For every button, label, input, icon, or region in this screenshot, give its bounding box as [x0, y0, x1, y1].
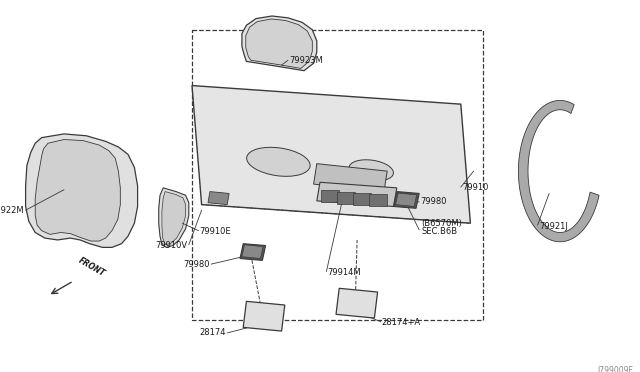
Polygon shape	[394, 192, 419, 208]
Polygon shape	[369, 194, 387, 206]
Text: 79921J: 79921J	[540, 222, 568, 231]
Text: 79980: 79980	[420, 198, 447, 206]
Polygon shape	[159, 188, 189, 247]
Polygon shape	[243, 301, 285, 331]
Text: 79914M: 79914M	[328, 268, 362, 277]
Polygon shape	[353, 193, 371, 205]
Text: FRONT: FRONT	[77, 256, 107, 278]
Ellipse shape	[349, 160, 394, 181]
Text: SEC.B6B: SEC.B6B	[421, 227, 457, 236]
Polygon shape	[518, 100, 599, 242]
Text: 28174: 28174	[200, 328, 226, 337]
Polygon shape	[192, 86, 470, 223]
Polygon shape	[336, 288, 378, 318]
Polygon shape	[321, 190, 339, 202]
Polygon shape	[240, 244, 266, 260]
Text: 79910: 79910	[462, 183, 488, 192]
Text: 79910V: 79910V	[156, 241, 188, 250]
Polygon shape	[337, 192, 355, 204]
Text: 79980: 79980	[184, 260, 210, 269]
Polygon shape	[208, 192, 229, 205]
Text: 79910E: 79910E	[200, 227, 231, 236]
Ellipse shape	[246, 147, 310, 176]
Polygon shape	[26, 134, 138, 247]
Text: 79923M: 79923M	[289, 56, 323, 65]
Polygon shape	[396, 193, 417, 206]
Polygon shape	[242, 245, 263, 259]
Polygon shape	[35, 140, 120, 241]
Polygon shape	[317, 182, 397, 206]
Polygon shape	[314, 164, 387, 192]
Text: J799009F: J799009F	[598, 366, 634, 372]
Text: 28174+A: 28174+A	[381, 318, 420, 327]
Text: (B6570M): (B6570M)	[421, 219, 462, 228]
Polygon shape	[162, 192, 186, 245]
Bar	[192, 30, 483, 320]
Polygon shape	[242, 16, 317, 71]
Text: 79922M: 79922M	[0, 206, 24, 215]
Polygon shape	[246, 19, 312, 68]
